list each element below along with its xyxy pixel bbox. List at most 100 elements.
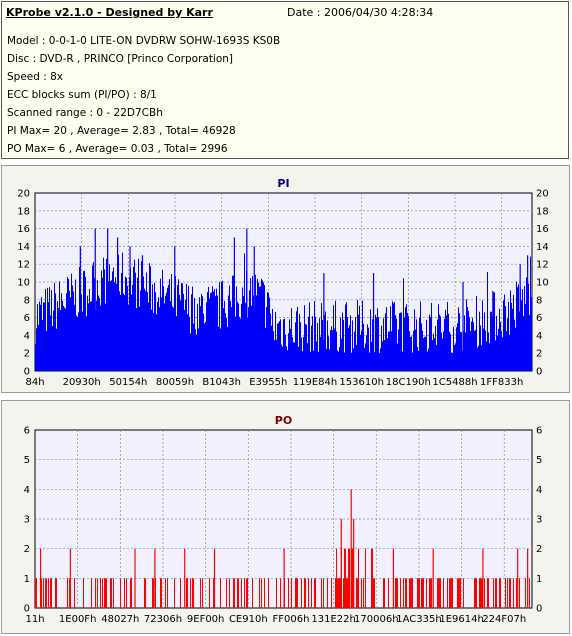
po-bar: [106, 578, 107, 608]
pi-bar: [531, 297, 532, 371]
pi-bar: [55, 293, 56, 371]
po-bar: [426, 578, 427, 608]
pi-bar: [185, 299, 186, 371]
pi-bar: [395, 315, 396, 371]
x-tick-label: 18C190h: [386, 377, 431, 388]
pi-bar: [216, 288, 217, 371]
y-tick-label-right: 20: [536, 189, 549, 200]
po-bar: [100, 578, 101, 608]
pi-peak-bar: [233, 237, 235, 371]
pi-bar: [36, 328, 37, 371]
po-bar: [356, 578, 357, 608]
pi-peak-bar: [462, 282, 464, 371]
po-bar: [120, 578, 121, 608]
po-bar: [213, 578, 214, 608]
po-spike-bar: [517, 548, 519, 608]
pi-bar: [197, 303, 198, 371]
po-bar: [209, 578, 210, 608]
pi-bar: [297, 306, 298, 371]
pi-bar: [258, 282, 259, 371]
pi-bar: [410, 337, 411, 371]
pi-bar: [486, 341, 487, 371]
pi-bar: [182, 283, 183, 371]
pi-bar: [268, 292, 269, 371]
pi-bar: [124, 295, 125, 371]
po-bar: [261, 578, 262, 608]
po-bar: [383, 578, 384, 608]
scan-date: Date : 2006/04/30 4:28:34: [287, 6, 434, 19]
pi-bar: [162, 269, 163, 371]
pi-bar: [487, 271, 488, 371]
pi-bar: [471, 321, 472, 371]
pi-bar: [382, 341, 383, 371]
po-bar: [529, 578, 530, 608]
po-spike-bar: [392, 548, 395, 608]
pi-bar: [183, 293, 184, 371]
x-tick-label: 9EF00h: [187, 614, 225, 625]
po-bar: [144, 578, 145, 608]
pi-bar: [252, 276, 253, 371]
pi-bar: [39, 301, 40, 371]
po-spike-bar: [482, 548, 484, 608]
pi-bar: [54, 282, 55, 371]
pi-bar: [73, 291, 74, 371]
po-bar: [321, 578, 322, 608]
y-tick-label: 16: [17, 224, 30, 235]
po-bar: [126, 578, 127, 608]
po-spike-bar: [154, 548, 156, 608]
pi-bar: [460, 331, 461, 371]
disc-line: Disc : DVD-R , PRINCO [Princo Corporatio…: [7, 53, 234, 65]
pi-bar: [138, 258, 139, 371]
pi-bar: [109, 264, 110, 371]
pi-bar: [421, 323, 422, 371]
po-bar: [238, 578, 239, 608]
pi-bar: [105, 303, 106, 371]
po-bar: [347, 578, 348, 608]
y-tick-label: 4: [24, 485, 30, 496]
pi-bar: [290, 328, 291, 371]
pi-bar: [102, 277, 103, 371]
y-tick-label-right: 0: [536, 367, 542, 378]
x-tick-label: 1FF833h: [480, 377, 523, 388]
pi-bar: [90, 301, 91, 371]
po-bar: [301, 578, 302, 608]
pi-bar: [108, 281, 109, 371]
pi-bar: [195, 329, 196, 371]
pi-bar: [277, 323, 278, 371]
po-bar: [349, 548, 350, 608]
pi-peak-bar: [117, 237, 119, 371]
po-bar: [247, 578, 248, 608]
po-bar: [56, 578, 57, 608]
po-bar: [226, 578, 227, 608]
po-bar: [346, 578, 347, 608]
pi-bar: [230, 300, 231, 371]
po-bar: [487, 578, 488, 608]
pi-bar: [186, 283, 187, 371]
pi-bar: [367, 324, 368, 371]
po-bar: [344, 548, 345, 608]
pi-bar: [348, 327, 349, 371]
y-tick-label: 0: [24, 604, 30, 615]
pi-bar: [526, 277, 527, 371]
pi-bar: [366, 335, 367, 371]
pi-bar: [524, 285, 525, 371]
pi-bar: [235, 316, 236, 371]
po-bar: [403, 578, 404, 608]
pi-bar: [40, 304, 41, 371]
y-tick-label: 2: [24, 349, 30, 360]
pi-bar: [383, 318, 384, 371]
pi-bar: [218, 326, 219, 371]
pi-bar: [453, 327, 454, 371]
pi-bar: [160, 278, 161, 371]
po-bar: [55, 578, 56, 608]
po-chart: PO 0 0 1 1 2 2 3 3 4 4 5 5 6 6 11h 1E00Fh 48027h 72306h 9EF…: [24, 414, 543, 625]
po-bar: [357, 578, 358, 608]
pi-bar: [402, 351, 403, 371]
po-bar: [246, 578, 247, 608]
pi-bar: [325, 311, 326, 371]
po-bar: [411, 578, 412, 608]
y-tick-label: 5: [24, 455, 30, 466]
pi-bar: [118, 254, 119, 371]
pi-bar: [333, 305, 334, 371]
pi-bar: [153, 312, 154, 371]
